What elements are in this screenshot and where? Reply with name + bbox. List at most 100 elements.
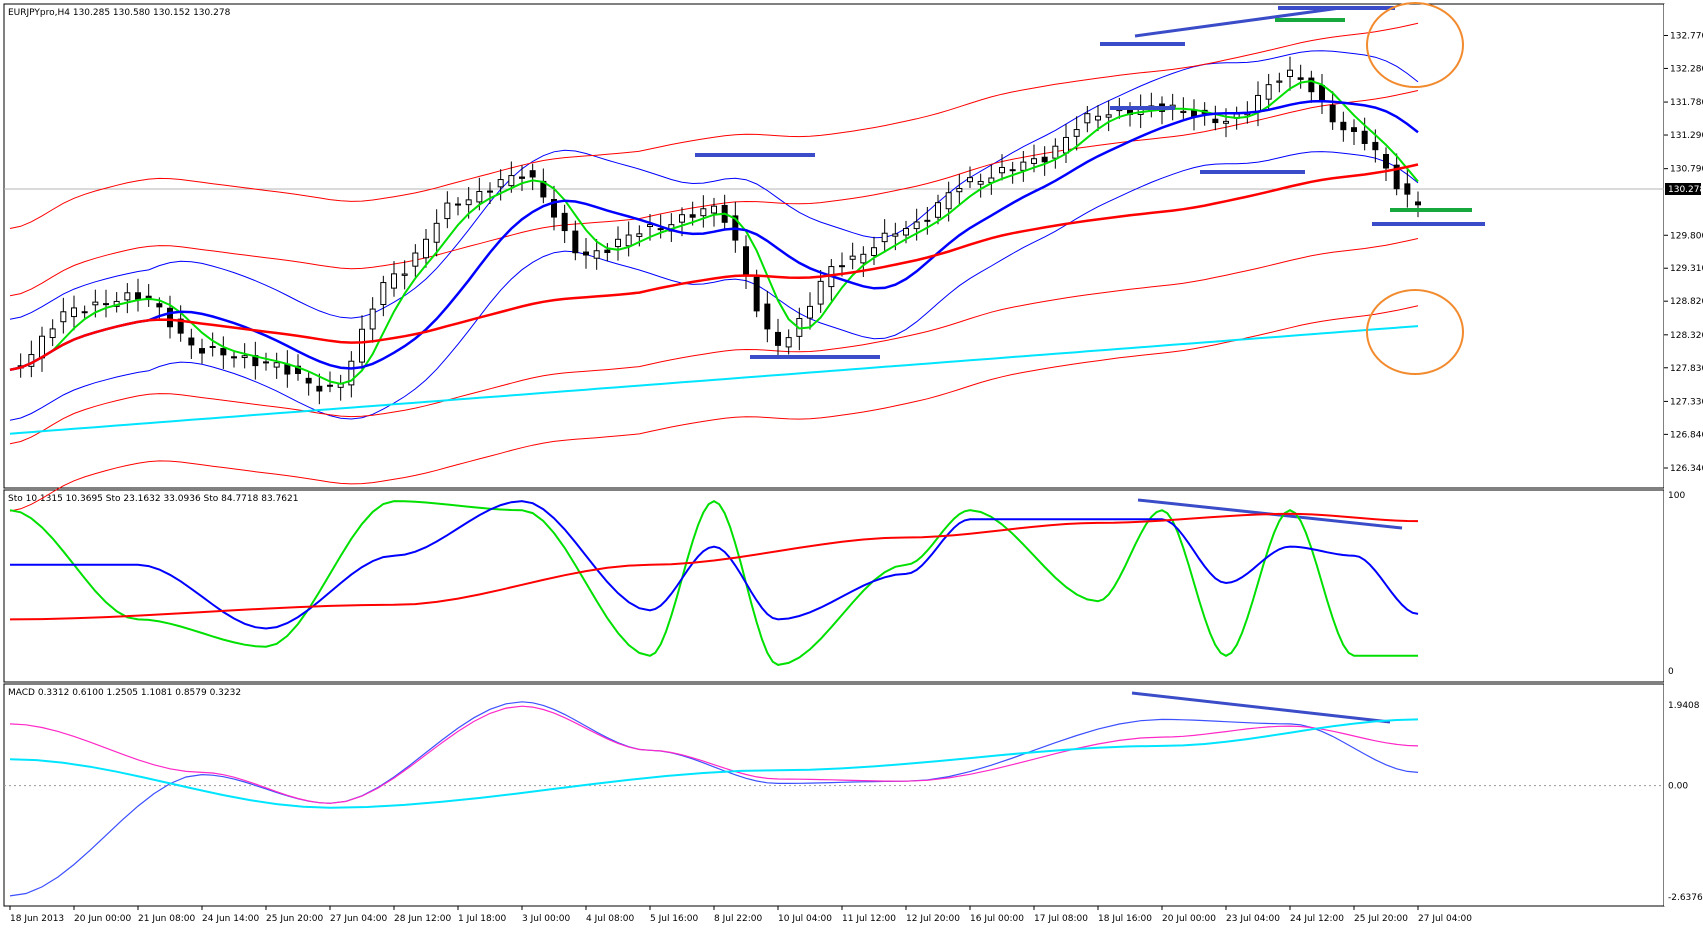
price-tick-label: 132.770 (1670, 31, 1703, 41)
candle-body (1223, 120, 1229, 124)
candle (700, 195, 707, 228)
candle-body (39, 335, 45, 359)
candle-body (433, 222, 440, 243)
candle (881, 219, 888, 253)
red-band-lower (9, 238, 1419, 445)
candle-body (775, 331, 781, 346)
candle-body (1095, 115, 1101, 121)
time-tick-label: 27 Jun 04:00 (330, 914, 387, 924)
price-tick-label: 128.320 (1670, 331, 1703, 341)
candle-body (231, 356, 237, 359)
candle-body (391, 273, 397, 289)
time-tick-label: 25 Jul 20:00 (1354, 914, 1408, 924)
time-tick-label: 3 Jul 00:00 (522, 914, 571, 924)
candle-body (945, 192, 952, 210)
current-price-label-box (1665, 183, 1701, 195)
envelope-bands (9, 22, 1419, 512)
candle (316, 373, 323, 405)
annotations (695, 2, 1485, 724)
candle-body (849, 255, 856, 260)
candle (807, 292, 813, 330)
candle (1009, 161, 1016, 184)
candle-body (508, 175, 515, 187)
candle-body (1180, 110, 1187, 113)
candle-body (1329, 104, 1336, 123)
candle-body (71, 307, 77, 318)
candle-body (615, 238, 621, 248)
candle (487, 182, 493, 205)
candle-body (1340, 121, 1347, 131)
candle-body (316, 385, 323, 392)
candle (1105, 100, 1112, 132)
candle (1415, 191, 1421, 218)
time-tick-label: 23 Jul 04:00 (1226, 914, 1280, 924)
stochastic-panel-header: Sto 10.1315 10.3695 Sto 23.1632 33.0936 … (8, 494, 298, 504)
candle-body (1020, 161, 1027, 171)
candle-body (1255, 94, 1261, 113)
time-tick-label: 11 Jul 12:00 (842, 914, 896, 924)
candle-body (273, 362, 280, 368)
candle (273, 352, 280, 379)
candle-body (913, 221, 920, 230)
candle (519, 165, 525, 192)
macd-y-axis-ticks: 1.9408 0.00 -2.6376 (1668, 701, 1703, 903)
candle (753, 269, 760, 318)
candle (391, 261, 397, 297)
time-tick-label: 4 Jul 08:00 (586, 914, 635, 924)
candle-body (1052, 145, 1059, 159)
candle-body (209, 345, 216, 348)
candle-body (1383, 153, 1389, 169)
stochastic-fast-line (9, 499, 1418, 666)
candle-body (369, 308, 376, 330)
candle-body (753, 276, 760, 312)
candle-body (551, 198, 557, 218)
candle-body (199, 348, 205, 354)
blue-band-lower (9, 151, 1419, 421)
candle (423, 229, 429, 268)
candle (305, 371, 312, 396)
candle-body (1041, 156, 1048, 163)
candle-body (924, 219, 931, 222)
time-tick-label: 27 Jul 04:00 (1418, 914, 1472, 924)
candle (977, 173, 984, 198)
candle-body (647, 224, 653, 228)
candle-body (519, 176, 525, 179)
candle-body (956, 187, 963, 193)
macd-panel[interactable] (3, 683, 1665, 907)
candle (561, 204, 568, 244)
candle-body (103, 303, 109, 306)
candle-body (135, 292, 141, 300)
candle-body (423, 238, 429, 259)
candle (433, 209, 440, 257)
candle (49, 319, 56, 347)
candle-body (679, 214, 685, 223)
time-tick-label: 18 Jul 16:00 (1098, 914, 1152, 924)
candle (401, 260, 408, 290)
candle-body (497, 179, 504, 188)
candle (1084, 105, 1091, 133)
candle-body (188, 337, 195, 346)
price-tick-label: 129.800 (1670, 231, 1703, 241)
candle-body (967, 177, 973, 183)
candle-body (1031, 158, 1037, 164)
price-scale[interactable] (1664, 4, 1700, 906)
candle (497, 169, 504, 201)
candle-body (465, 199, 472, 206)
candle-body (348, 360, 355, 386)
time-tick-label: 5 Jul 16:00 (650, 914, 699, 924)
candle-body (1319, 85, 1325, 101)
stochastic-mid-line (10, 500, 1419, 630)
time-tick-label: 24 Jun 14:00 (202, 914, 259, 924)
macd-slow-line (9, 705, 1419, 804)
candle (124, 283, 131, 314)
candle (572, 220, 579, 261)
red-band-outer-lower (9, 305, 1419, 512)
candle (209, 332, 216, 357)
candle (583, 237, 589, 269)
candle-body (92, 301, 99, 306)
stochastic-panel[interactable] (3, 489, 1665, 683)
candle (1095, 105, 1101, 132)
candle-body (1308, 77, 1315, 93)
